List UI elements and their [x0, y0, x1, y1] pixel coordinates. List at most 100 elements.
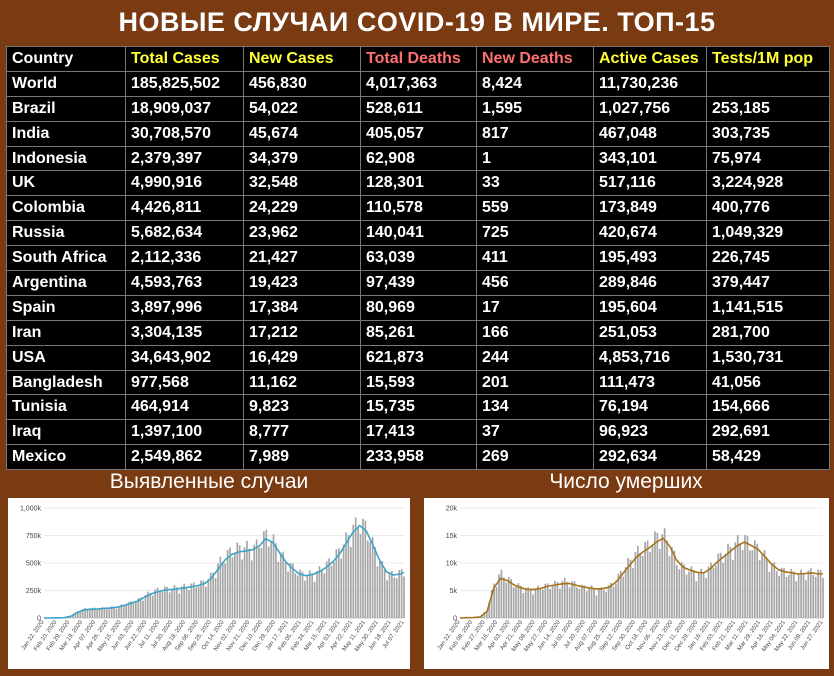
data-bar: [510, 579, 513, 618]
data-bar: [205, 586, 207, 618]
data-bar: [809, 568, 812, 618]
data-bar: [785, 576, 788, 618]
data-bar: [619, 570, 622, 618]
y-tick-label: 0: [453, 616, 457, 623]
value-cell: 34,643,902: [125, 344, 244, 371]
y-tick-label: 1,000k: [20, 506, 42, 513]
data-bar: [159, 591, 161, 618]
country-cell: World: [6, 70, 126, 97]
table-row: Indonesia 2,379,397 34,379 62,908 1 343,101 75…: [6, 145, 830, 172]
value-cell: 1,049,329: [706, 220, 830, 247]
value-cell: 63,039: [360, 245, 477, 272]
data-bar: [632, 568, 634, 618]
value-cell: 37: [476, 419, 594, 446]
data-bar: [556, 582, 559, 618]
data-bar: [234, 553, 236, 618]
data-bar: [284, 562, 287, 618]
data-bar: [578, 588, 581, 618]
header-new-cases: New Cases: [243, 46, 361, 72]
data-bar: [641, 555, 644, 618]
data-bar: [588, 588, 590, 618]
header-tests-per-million: Tests/1M pop: [706, 46, 830, 72]
data-bar: [74, 612, 77, 618]
value-cell: 11,730,236: [593, 70, 707, 97]
table-row: South Africa 2,112,336 21,427 63,039 411 195,…: [6, 245, 830, 272]
data-bar: [301, 571, 304, 618]
value-cell: 185,825,502: [125, 70, 244, 97]
data-bar: [656, 532, 659, 618]
data-bar: [775, 571, 778, 618]
data-bar: [688, 571, 690, 618]
data-bar: [773, 562, 776, 618]
value-cell: 8,424: [476, 70, 594, 97]
data-bar: [683, 564, 685, 618]
data-bar: [287, 571, 289, 618]
value-cell: 2,549,862: [125, 444, 244, 471]
value-cell: [706, 70, 830, 97]
data-bar: [89, 609, 91, 618]
data-bar: [617, 573, 620, 618]
data-bar: [321, 570, 323, 618]
data-bar: [573, 581, 576, 618]
data-bar: [732, 560, 734, 618]
y-tick-label: 10k: [446, 561, 458, 568]
data-bar: [101, 607, 103, 618]
value-cell: 528,611: [360, 95, 477, 122]
table-row: Russia 5,682,634 23,962 140,041 725 420,674 1,…: [6, 220, 830, 247]
data-bar: [383, 570, 386, 618]
data-bar: [505, 582, 508, 618]
data-bar: [790, 568, 793, 618]
value-cell: 411: [476, 245, 594, 272]
table-header-row: Country Total Cases New Cases Total Deat…: [6, 46, 830, 72]
header-active-cases: Active Cases: [593, 46, 707, 72]
trend-line: [43, 524, 405, 619]
data-bar: [188, 590, 190, 618]
y-tick-label: 20k: [446, 506, 458, 513]
data-bar: [362, 518, 364, 618]
value-cell: 253,185: [706, 95, 830, 122]
y-tick-label: 5k: [450, 588, 458, 595]
data-bar: [105, 609, 108, 618]
data-bar: [260, 548, 263, 618]
value-cell: 977,568: [125, 369, 244, 396]
data-bar: [154, 589, 156, 618]
data-bar: [151, 595, 154, 618]
value-cell: 30,708,570: [125, 120, 244, 147]
value-cell: 343,101: [593, 145, 707, 172]
value-cell: 456,830: [243, 70, 361, 97]
country-cell: Colombia: [6, 195, 126, 222]
country-cell: Iraq: [6, 419, 126, 446]
data-bar: [149, 593, 152, 618]
value-cell: 45,674: [243, 120, 361, 147]
data-bar: [246, 540, 248, 618]
data-bar: [712, 567, 715, 618]
header-new-deaths: New Deaths: [476, 46, 594, 72]
data-bar: [122, 605, 125, 618]
data-bar: [792, 571, 795, 618]
header-total-deaths: Total Deaths: [360, 46, 477, 72]
data-bar: [127, 602, 130, 618]
value-cell: 251,053: [593, 319, 707, 346]
data-bar: [561, 581, 564, 618]
value-cell: 34,379: [243, 145, 361, 172]
data-bar: [673, 550, 676, 618]
data-bar: [724, 553, 727, 618]
value-cell: 281,700: [706, 319, 830, 346]
data-bar: [739, 543, 742, 618]
country-cell: Indonesia: [6, 145, 126, 172]
table-row: UK 4,990,916 32,548 128,301 33 517,116 3,224,9…: [6, 170, 830, 197]
data-bar: [231, 557, 234, 618]
country-cell: Russia: [6, 220, 126, 247]
data-bar: [86, 609, 89, 618]
data-bar: [522, 593, 525, 618]
data-bar: [253, 544, 256, 618]
value-cell: 405,057: [360, 120, 477, 147]
value-cell: 110,578: [360, 195, 477, 222]
data-bar: [529, 589, 532, 618]
data-bar: [524, 589, 527, 618]
data-bar: [551, 585, 554, 618]
value-cell: 201: [476, 369, 594, 396]
value-cell: 1,141,515: [706, 294, 830, 321]
data-bar: [304, 580, 306, 618]
